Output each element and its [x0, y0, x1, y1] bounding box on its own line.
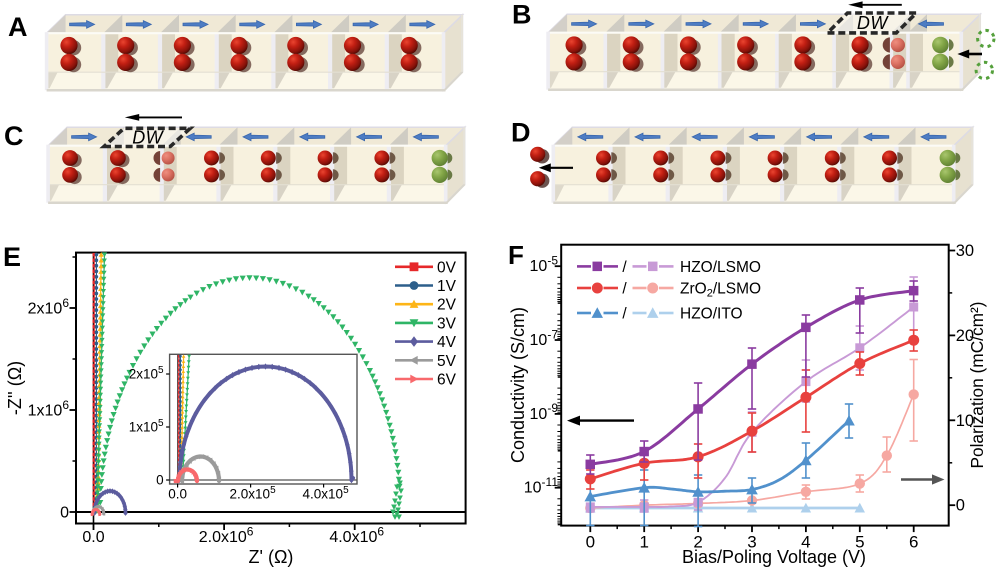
svg-text:A: A	[8, 12, 28, 42]
svg-text:10: 10	[956, 412, 974, 430]
svg-text:0: 0	[586, 533, 595, 552]
svg-text:/: /	[622, 306, 627, 323]
svg-text:1: 1	[639, 533, 648, 552]
svg-text:0V: 0V	[437, 259, 457, 276]
svg-text:2x106: 2x106	[28, 296, 70, 318]
svg-text:HZO/LSMO: HZO/LSMO	[680, 259, 761, 276]
svg-text:10-9: 10-9	[530, 401, 559, 423]
svg-text:0.0: 0.0	[168, 487, 187, 502]
svg-text:0: 0	[956, 497, 965, 515]
svg-text:2x105: 2x105	[129, 365, 164, 382]
svg-text:Polarization (mC/cm²): Polarization (mC/cm²)	[967, 301, 987, 468]
svg-text:4V: 4V	[437, 334, 457, 351]
svg-text:B: B	[512, 0, 532, 30]
svg-text:E: E	[3, 242, 21, 272]
svg-text:4.0x105: 4.0x105	[303, 485, 350, 502]
svg-text:5V: 5V	[437, 353, 457, 370]
svg-text:1x106: 1x106	[28, 398, 70, 420]
svg-text:2V: 2V	[437, 297, 457, 314]
svg-text:1x105: 1x105	[129, 418, 164, 435]
svg-text:D: D	[511, 118, 531, 148]
svg-text:1V: 1V	[437, 278, 457, 295]
svg-text:10-5: 10-5	[530, 254, 559, 276]
svg-text:2.0x105: 2.0x105	[230, 485, 277, 502]
svg-text:ZrO2/LSMO: ZrO2/LSMO	[680, 281, 761, 300]
svg-text:-Z'' (Ω): -Z'' (Ω)	[5, 361, 25, 415]
svg-text:/: /	[622, 281, 627, 298]
svg-text:F: F	[508, 240, 524, 270]
svg-text:20: 20	[956, 327, 974, 345]
svg-text:C: C	[4, 121, 24, 151]
svg-text:0: 0	[60, 505, 69, 522]
svg-text:4: 4	[801, 533, 810, 552]
svg-text:30: 30	[956, 242, 974, 260]
svg-text:6: 6	[909, 533, 918, 552]
svg-text:2.0x106: 2.0x106	[199, 524, 254, 546]
svg-text:3V: 3V	[437, 315, 457, 332]
svg-text:Z' (Ω): Z' (Ω)	[249, 547, 294, 567]
svg-text:0.0: 0.0	[82, 529, 104, 546]
svg-text:Bias/Poling Voltage (V): Bias/Poling Voltage (V)	[682, 547, 866, 567]
svg-text:DW: DW	[132, 128, 164, 148]
svg-text:10-7: 10-7	[530, 327, 559, 349]
svg-text:/: /	[622, 259, 627, 276]
svg-text:Conductivity (S/cm): Conductivity (S/cm)	[508, 307, 528, 463]
svg-text:4.0x106: 4.0x106	[329, 524, 384, 546]
svg-text:10-11: 10-11	[524, 475, 559, 497]
svg-text:3: 3	[747, 533, 756, 552]
svg-text:2: 2	[693, 533, 702, 552]
svg-text:5: 5	[855, 533, 864, 552]
svg-text:0: 0	[156, 473, 164, 488]
svg-text:HZO/ITO: HZO/ITO	[680, 306, 743, 323]
svg-text:6V: 6V	[437, 372, 457, 389]
svg-text:DW: DW	[857, 13, 889, 33]
